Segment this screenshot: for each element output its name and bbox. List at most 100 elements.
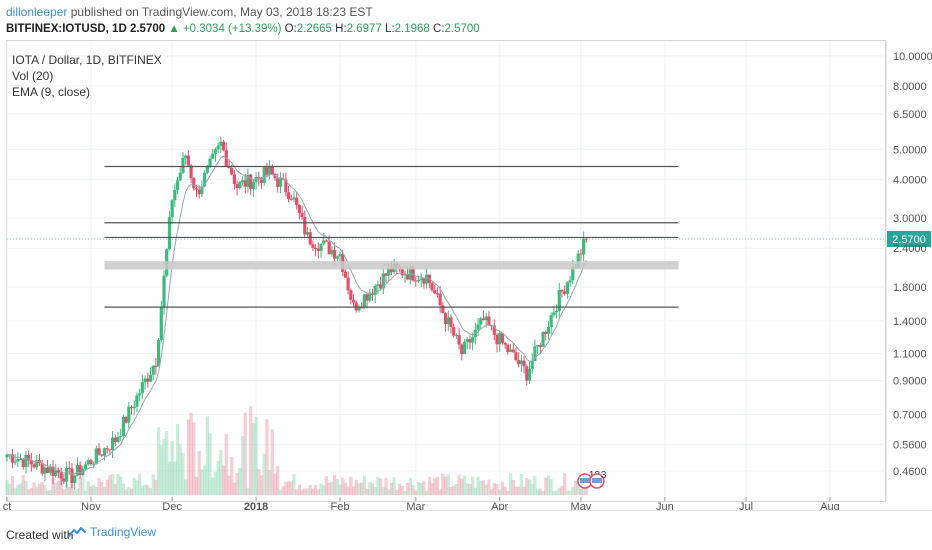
candle-body xyxy=(200,186,204,195)
candle-body xyxy=(425,274,429,284)
candle-body xyxy=(78,465,82,476)
volume-bar xyxy=(397,483,402,495)
candle-body xyxy=(546,326,551,334)
candle-body xyxy=(35,460,39,468)
candle-body xyxy=(18,458,23,460)
volume-bar xyxy=(433,478,437,495)
candle-body xyxy=(403,274,407,276)
candle-body xyxy=(83,464,88,469)
volume-bar xyxy=(503,486,507,495)
candle-body xyxy=(113,437,117,443)
volume-bar xyxy=(221,465,226,495)
x-axis-tick-label: Jun xyxy=(656,501,674,510)
volume-bar xyxy=(181,453,185,495)
candle-body xyxy=(454,335,459,337)
volume-bar xyxy=(573,480,578,495)
volume-bar xyxy=(219,450,223,495)
volume-bar xyxy=(541,490,545,495)
volume-bar xyxy=(40,481,44,495)
candle-body xyxy=(446,317,450,325)
candle-body xyxy=(563,291,567,294)
tradingview-brand[interactable]: TradingView xyxy=(68,525,156,539)
candle-body xyxy=(316,248,320,251)
volume-bar xyxy=(300,489,304,495)
publish-line: dillonleeper published on TradingView.co… xyxy=(6,5,373,19)
candle-body xyxy=(208,158,212,166)
volume-bar xyxy=(32,482,36,495)
low-value: 2.1968 xyxy=(394,23,430,35)
volume-bar xyxy=(403,490,407,495)
volume-bar xyxy=(465,483,469,495)
y-axis-tick-label: 2.4000 xyxy=(893,243,927,255)
candle-body xyxy=(571,266,575,281)
candle-body xyxy=(387,268,391,276)
volume-bar xyxy=(197,450,201,495)
candle-body xyxy=(246,174,250,187)
candle-body xyxy=(54,470,58,476)
volume-bar xyxy=(249,406,253,495)
legend-volume[interactable]: Vol (20) xyxy=(12,69,54,83)
candle-body xyxy=(181,157,185,173)
volume-bar xyxy=(384,477,388,495)
volume-bar xyxy=(186,419,190,495)
candle-body xyxy=(167,217,172,250)
volume-bar xyxy=(481,480,486,495)
volume-bar xyxy=(224,434,228,495)
candle-body xyxy=(457,335,461,345)
candle-body xyxy=(170,200,174,218)
price-chart[interactable]: 2.5700 10.0000 8.0000 6.5000 5.0000 4.0000 3.0… xyxy=(0,0,932,510)
candle-body xyxy=(13,461,17,463)
volume-bar xyxy=(86,481,90,495)
volume-bar xyxy=(381,487,385,495)
volume-bar xyxy=(189,412,193,495)
candle-body xyxy=(443,313,448,325)
volume-bar xyxy=(460,478,464,495)
change-value: +0.3034 (+13.39%) xyxy=(182,23,282,35)
candle-body xyxy=(97,448,101,455)
candle-body xyxy=(270,166,274,174)
volume-bar xyxy=(400,485,404,495)
volume-bar xyxy=(143,484,147,495)
candle-body xyxy=(124,416,128,423)
volume-bar xyxy=(140,486,144,495)
candle-body xyxy=(62,478,66,482)
volume-bar xyxy=(211,477,215,495)
y-axis-tick-label: 1.1000 xyxy=(893,348,927,360)
candle-body xyxy=(64,468,69,482)
volume-bar xyxy=(557,487,561,495)
author-link[interactable]: dillonleeper xyxy=(6,5,68,19)
volume-bar xyxy=(16,484,20,495)
support-zone[interactable] xyxy=(104,261,679,270)
y-axis-tick-label: 6.5000 xyxy=(893,109,927,121)
open-label: O: xyxy=(284,23,297,35)
candle-body xyxy=(184,155,188,158)
volume-bar xyxy=(527,479,532,495)
last-price: 2.5700 xyxy=(129,23,166,35)
volume-bar xyxy=(552,490,556,495)
volume-bar xyxy=(303,488,307,495)
candle-body xyxy=(143,378,147,383)
volume-bar xyxy=(97,477,101,495)
volume-bar xyxy=(341,477,345,495)
volume-bar xyxy=(94,486,98,495)
close-value: 2.5700 xyxy=(444,23,480,35)
last-price-tag xyxy=(887,231,931,248)
candle-body xyxy=(481,318,486,321)
candle-body xyxy=(251,181,255,189)
legend-ema[interactable]: EMA (9, close) xyxy=(12,85,91,99)
x-axis-tick-label: ct xyxy=(3,501,12,510)
candle-body xyxy=(360,307,364,309)
volume-bar xyxy=(89,485,93,495)
volume-bar xyxy=(121,483,126,495)
candle-body xyxy=(286,192,291,199)
candle-body xyxy=(148,374,153,382)
volume-bar xyxy=(268,470,272,495)
volume-bar xyxy=(262,453,266,495)
candle-body xyxy=(173,189,177,201)
candle-body xyxy=(416,279,421,282)
tradingview-logo-icon xyxy=(68,527,86,537)
volume-bar xyxy=(414,490,418,495)
candle-body xyxy=(484,316,488,321)
candle-body xyxy=(89,460,93,465)
volume-bar xyxy=(238,468,242,495)
